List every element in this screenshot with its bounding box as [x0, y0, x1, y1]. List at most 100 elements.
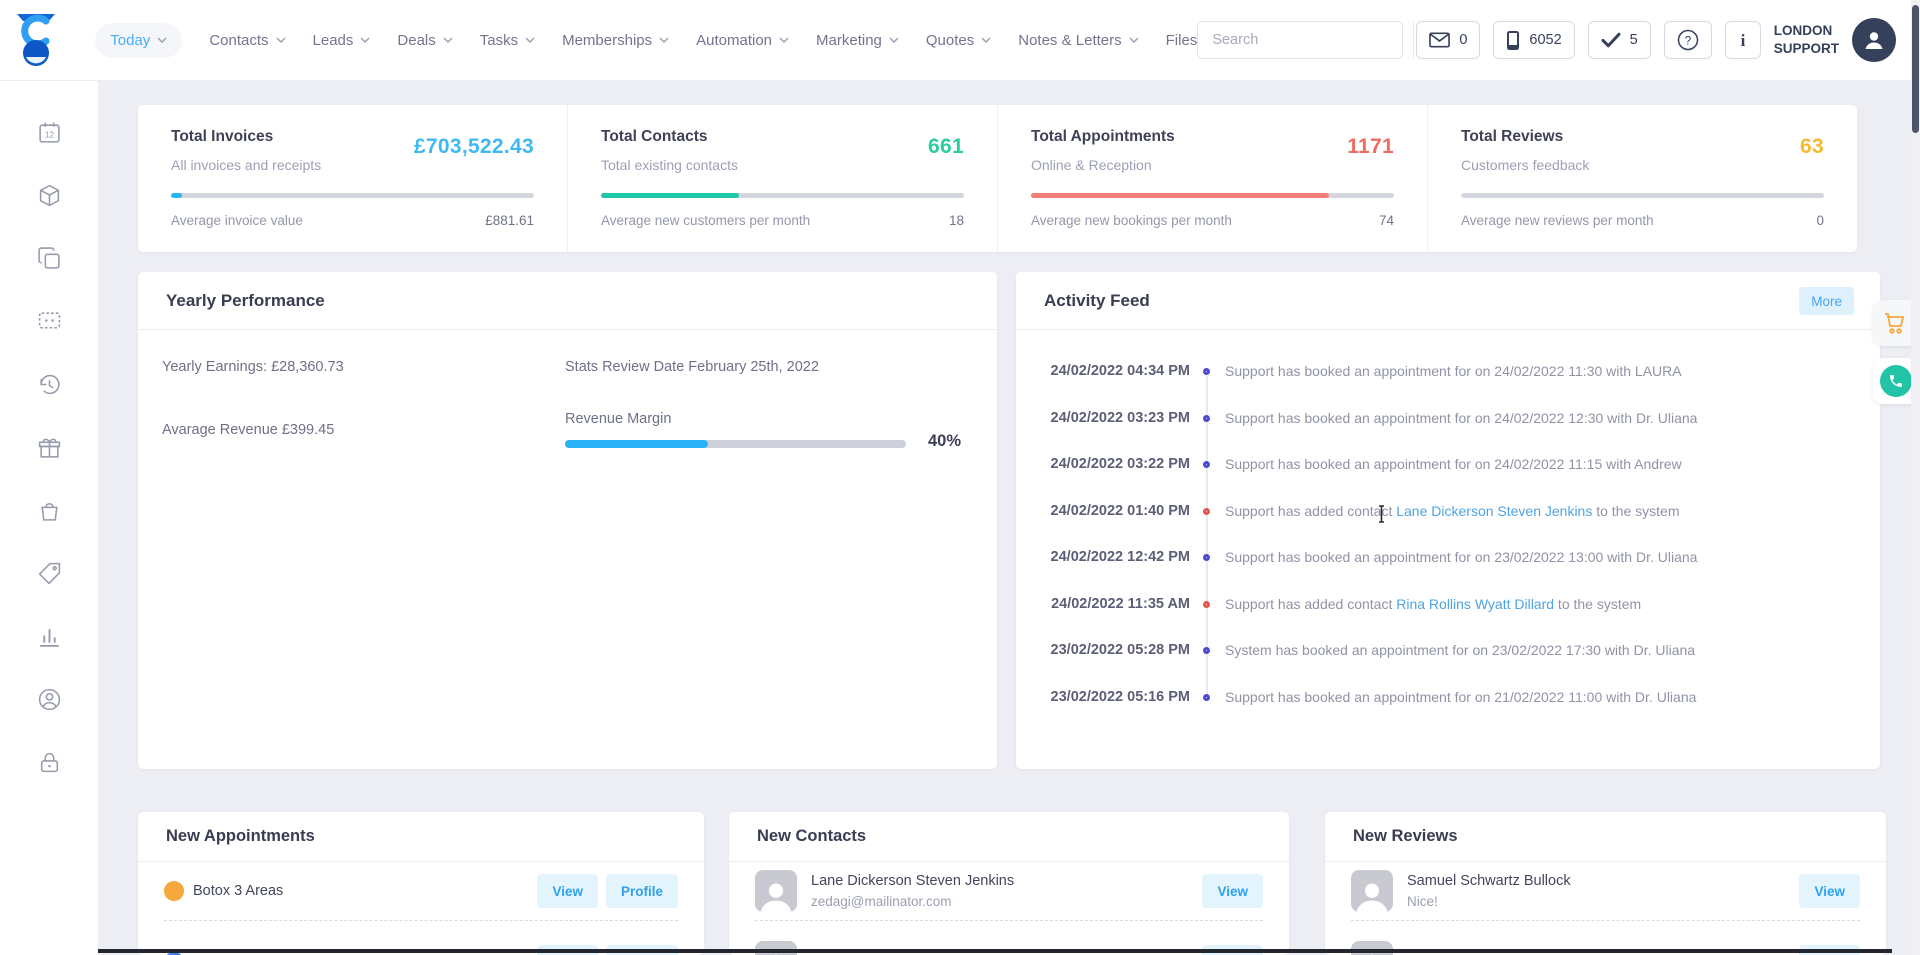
- panel-title: Yearly Performance: [138, 272, 997, 330]
- activity-time: 23/02/2022 05:28 PM: [1050, 642, 1190, 658]
- nav-item-quotes[interactable]: Quotes: [926, 32, 991, 49]
- contact-name: Lane Dickerson Steven Jenkins: [811, 873, 1015, 889]
- review-row: Samuel Schwartz Bullock Nice! View: [1351, 863, 1860, 919]
- nav-item-automation[interactable]: Automation: [696, 32, 789, 49]
- more-button[interactable]: More: [1799, 287, 1854, 315]
- mail-badge[interactable]: 0: [1416, 21, 1481, 59]
- person-icon: [1865, 32, 1883, 49]
- stats-summary-card: Total Invoices All invoices and receipts…: [138, 105, 1857, 252]
- revenue-margin-percent: 40%: [928, 432, 962, 450]
- stat-progress-fill: [1031, 193, 1329, 198]
- activity-text: Support has booked an appointment for on…: [1225, 549, 1697, 565]
- activity-contact-link[interactable]: Lane Dickerson Steven Jenkins: [1396, 503, 1593, 519]
- service-color-dot: [164, 952, 184, 955]
- profile-button[interactable]: Profile: [605, 874, 678, 908]
- support-user-icon[interactable]: [36, 686, 62, 712]
- calendar-icon[interactable]: 12: [36, 119, 62, 145]
- tag-icon[interactable]: [36, 560, 62, 586]
- bottom-edge-bar: [98, 949, 1892, 953]
- view-button[interactable]: View: [537, 874, 598, 908]
- question-icon: ?: [1677, 29, 1698, 51]
- yearly-earnings: Yearly Earnings: £28,360.73: [162, 359, 344, 375]
- hourglass-logo-icon: [16, 14, 55, 66]
- nav-label: Notes & Letters: [1018, 31, 1122, 49]
- activity-text: Support has added contact Rina Rollins W…: [1225, 596, 1641, 612]
- user-location-line2: SUPPORT: [1773, 41, 1839, 56]
- activity-time: 24/02/2022 04:34 PM: [1050, 363, 1190, 379]
- nav-item-notes-letters[interactable]: Notes & Letters: [1018, 31, 1139, 49]
- scrollbar-thumb[interactable]: [1912, 5, 1919, 133]
- app-logo[interactable]: [0, 13, 71, 67]
- appointment-name: Botox 3 Areas: [193, 883, 284, 899]
- stat-footer: Average new bookings per month 74: [1031, 213, 1394, 228]
- nav-label: Memberships: [562, 31, 653, 49]
- nav-item-today[interactable]: Today: [95, 22, 183, 58]
- nav-item-memberships[interactable]: Memberships: [562, 32, 669, 49]
- activity-feed-panel: Activity Feed More 24/02/2022 04:34 PM S…: [1016, 272, 1880, 769]
- row-divider: [755, 920, 1263, 921]
- phone-icon: [1890, 375, 1902, 387]
- person-icon: [1356, 883, 1388, 912]
- stat-footer: Average new customers per month 18: [601, 213, 964, 228]
- stat-value: 661: [928, 135, 964, 158]
- nav-item-files[interactable]: Files: [1166, 32, 1198, 49]
- history-icon[interactable]: [36, 371, 62, 397]
- stat-total-contacts: Total Contacts Total existing contacts 6…: [568, 105, 998, 252]
- phone-badge[interactable]: 6052: [1493, 21, 1575, 59]
- view-button[interactable]: View: [1799, 874, 1860, 908]
- yearly-performance-panel: Yearly Performance Yearly Earnings: £28,…: [138, 272, 997, 769]
- stat-progress-track: [601, 193, 964, 198]
- activity-time: 24/02/2022 03:23 PM: [1050, 410, 1190, 426]
- activity-text: Support has booked an appointment for on…: [1225, 410, 1697, 426]
- stat-footer-value: 0: [1816, 213, 1824, 228]
- lock-icon[interactable]: [36, 749, 62, 775]
- view-button[interactable]: View: [1202, 874, 1263, 908]
- row-actions: View: [1202, 874, 1263, 908]
- user-avatar[interactable]: [1852, 18, 1896, 62]
- stat-total-invoices: Total Invoices All invoices and receipts…: [138, 105, 568, 252]
- person-icon: [760, 883, 792, 912]
- timeline-dot: [1203, 553, 1210, 561]
- help-button[interactable]: ?: [1663, 21, 1712, 59]
- panel-title: New Appointments: [138, 812, 704, 862]
- nav-item-marketing[interactable]: Marketing: [816, 32, 899, 49]
- activity-contact-link[interactable]: Rina Rollins Wyatt Dillard: [1396, 596, 1555, 612]
- chevron-down-icon: [889, 37, 899, 43]
- timeline-dot: [1203, 646, 1210, 654]
- nav-item-tasks[interactable]: Tasks: [480, 32, 535, 49]
- stat-footer-value: 74: [1378, 213, 1394, 228]
- activity-text-pre: Support has booked an appointment for on…: [1225, 549, 1698, 565]
- phone-circle: [1880, 365, 1912, 397]
- stat-subtitle: All invoices and receipts: [171, 157, 322, 173]
- activity-text: Support has booked an appointment for on…: [1225, 456, 1682, 472]
- stat-value: 1171: [1347, 135, 1394, 158]
- screen-icon[interactable]: [36, 308, 62, 334]
- nav-item-deals[interactable]: Deals: [397, 32, 453, 49]
- copy-icon[interactable]: [36, 245, 62, 271]
- stat-footer-label: Average new reviews per month: [1461, 213, 1654, 228]
- activity-text-pre: Support has added contact: [1225, 596, 1397, 612]
- search-input[interactable]: [1198, 22, 1414, 58]
- stat-value: £703,522.43: [413, 135, 534, 158]
- package-icon[interactable]: [36, 182, 62, 208]
- nav-item-contacts[interactable]: Contacts: [209, 32, 286, 49]
- activity-text-pre: Support has booked an appointment for on…: [1225, 363, 1682, 379]
- chart-icon[interactable]: [36, 623, 62, 649]
- stat-subtitle: Online & Reception: [1031, 157, 1152, 173]
- page-scrollbar[interactable]: [1911, 0, 1920, 955]
- info-button[interactable]: i: [1724, 21, 1761, 59]
- activity-item: 24/02/2022 03:22 PM Support has booked a…: [1016, 454, 1870, 474]
- appointment-row: Botox 3 Areas View Profile: [164, 863, 678, 919]
- row-divider: [164, 920, 678, 921]
- tasks-badge[interactable]: 5: [1587, 21, 1651, 59]
- chevron-down-icon: [659, 37, 669, 43]
- user-location-line1: LONDON: [1773, 23, 1833, 39]
- activity-item: 23/02/2022 05:28 PM System has booked an…: [1016, 640, 1870, 660]
- gift-icon[interactable]: [36, 434, 62, 460]
- topbar-right-cluster: 0 6052 5 ?: [1197, 18, 1896, 62]
- nav-item-leads[interactable]: Leads: [313, 32, 371, 49]
- chevron-down-icon: [981, 37, 991, 43]
- stat-footer-label: Average new bookings per month: [1031, 213, 1232, 228]
- stat-subtitle: Total existing contacts: [601, 157, 738, 173]
- basket-icon[interactable]: [36, 497, 62, 523]
